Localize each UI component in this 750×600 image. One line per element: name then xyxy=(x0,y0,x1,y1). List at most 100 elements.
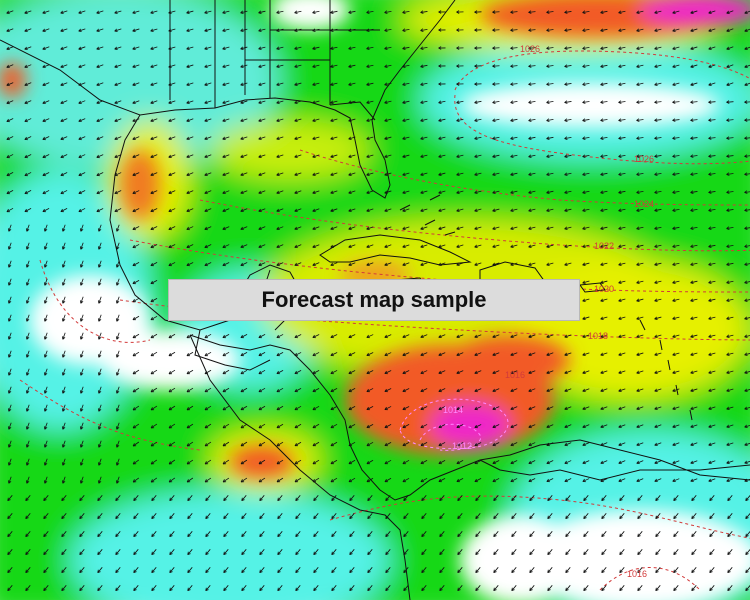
wind-arrow-icon xyxy=(25,350,30,358)
wind-arrow-icon xyxy=(61,260,66,268)
wind-arrow-icon xyxy=(79,549,85,556)
wind-arrow-icon xyxy=(78,118,86,123)
wind-arrow-icon xyxy=(492,154,500,158)
wind-arrow-icon xyxy=(204,100,212,105)
wind-arrow-icon xyxy=(150,118,158,123)
wind-arrow-icon xyxy=(420,46,428,50)
wind-arrow-icon xyxy=(636,442,644,447)
wind-arrow-icon xyxy=(7,278,12,286)
wind-arrow-icon xyxy=(366,208,374,213)
wind-arrow-icon xyxy=(582,46,590,50)
wind-arrow-icon xyxy=(331,531,337,538)
wind-arrow-icon xyxy=(492,226,500,231)
wind-arrow-icon xyxy=(636,64,644,68)
wind-arrow-icon xyxy=(726,244,734,248)
wind-arrow-icon xyxy=(258,64,266,69)
wind-arrow-icon xyxy=(727,549,733,556)
wind-arrow-icon xyxy=(492,262,500,267)
wind-arrow-icon xyxy=(150,369,158,375)
wind-arrow-icon xyxy=(438,172,446,177)
wind-arrow-icon xyxy=(744,100,750,104)
wind-arrow-icon xyxy=(43,513,49,520)
isobar-label: 1026 xyxy=(520,44,540,54)
wind-arrow-icon xyxy=(97,549,103,556)
wind-arrow-icon xyxy=(294,136,302,141)
wind-arrow-icon xyxy=(654,46,662,51)
wind-arrow-icon xyxy=(582,154,590,158)
wind-arrow-icon xyxy=(168,262,176,267)
wind-arrow-icon xyxy=(655,585,661,592)
wind-arrow-icon xyxy=(79,495,85,502)
wind-arrow-icon xyxy=(475,495,481,502)
wind-arrow-icon xyxy=(312,190,320,195)
wind-arrow-icon xyxy=(492,244,500,249)
wind-arrow-icon xyxy=(312,441,320,447)
wind-arrow-icon xyxy=(115,404,120,412)
wind-arrow-icon xyxy=(510,28,518,32)
wind-arrow-icon xyxy=(330,459,338,465)
wind-arrow-icon xyxy=(294,28,302,32)
wind-arrow-icon xyxy=(438,352,446,357)
wind-arrow-icon xyxy=(330,82,338,86)
wind-arrow-icon xyxy=(546,478,554,483)
wind-arrow-icon xyxy=(438,28,446,32)
wind-arrow-icon xyxy=(204,244,212,249)
wind-arrow-icon xyxy=(330,154,338,159)
wind-arrow-icon xyxy=(330,405,338,411)
wind-arrow-icon xyxy=(258,262,266,267)
wind-arrow-icon xyxy=(690,298,698,302)
wind-arrow-icon xyxy=(115,296,120,304)
wind-arrow-icon xyxy=(528,442,536,447)
wind-arrow-icon xyxy=(78,64,86,69)
wind-arrow-icon xyxy=(132,46,140,51)
wind-arrow-icon xyxy=(564,190,572,194)
wind-arrow-icon xyxy=(276,64,284,69)
wind-arrow-icon xyxy=(349,513,355,520)
wind-arrow-icon xyxy=(258,82,266,87)
wind-arrow-icon xyxy=(708,100,716,104)
wind-arrow-icon xyxy=(528,100,536,104)
wind-arrow-icon xyxy=(510,334,518,339)
wind-arrow-icon xyxy=(510,226,518,231)
wind-arrow-icon xyxy=(186,423,194,429)
wind-arrow-icon xyxy=(547,567,553,574)
wind-arrow-icon xyxy=(744,388,750,393)
wind-arrow-icon xyxy=(96,190,104,195)
wind-arrow-icon xyxy=(294,477,302,483)
wind-arrow-icon xyxy=(313,549,319,556)
wind-arrow-icon xyxy=(186,369,194,375)
wind-arrow-icon xyxy=(600,118,608,122)
wind-arrow-icon xyxy=(420,244,428,249)
wind-arrow-icon xyxy=(474,46,482,50)
wind-arrow-icon xyxy=(690,10,698,15)
wind-arrow-icon xyxy=(636,280,644,284)
wind-arrow-icon xyxy=(24,64,32,69)
wind-arrow-icon xyxy=(330,352,338,357)
wind-arrow-icon xyxy=(438,190,446,195)
wind-arrow-icon xyxy=(60,28,68,33)
wind-arrow-icon xyxy=(115,458,120,466)
wind-arrow-icon xyxy=(546,208,554,212)
wind-arrow-icon xyxy=(547,513,553,520)
wind-arrow-icon xyxy=(564,208,572,212)
wind-arrow-icon xyxy=(97,332,102,340)
wind-arrow-icon xyxy=(510,118,518,122)
wind-arrow-icon xyxy=(330,208,338,213)
wind-arrow-icon xyxy=(510,190,518,194)
wind-arrow-icon xyxy=(618,136,626,140)
wind-arrow-icon xyxy=(565,495,571,502)
wind-arrow-icon xyxy=(690,478,698,483)
wind-arrow-icon xyxy=(546,82,554,86)
wind-arrow-icon xyxy=(240,172,248,177)
wind-arrow-icon xyxy=(240,441,248,447)
wind-arrow-icon xyxy=(6,207,14,213)
wind-arrow-icon xyxy=(546,190,554,194)
wind-arrow-icon xyxy=(366,118,374,123)
wind-arrow-icon xyxy=(240,100,248,105)
wind-arrow-icon xyxy=(672,100,680,104)
wind-arrow-icon xyxy=(636,28,644,32)
wind-arrow-icon xyxy=(546,136,554,140)
wind-arrow-icon xyxy=(312,28,320,32)
wind-arrow-icon xyxy=(384,172,392,177)
wind-arrow-icon xyxy=(654,100,662,104)
